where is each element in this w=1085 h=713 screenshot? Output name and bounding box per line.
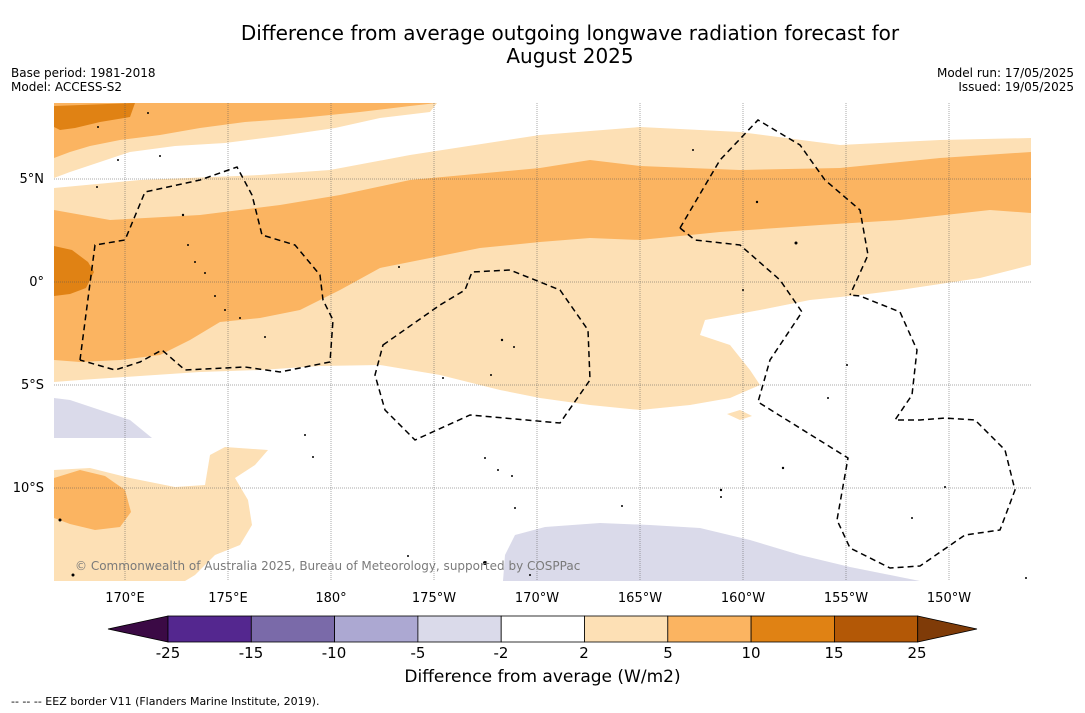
eez-border-legend: -- -- -- EEZ border V11 (Flanders Marine…	[11, 695, 320, 708]
colorbar-segment	[250, 615, 336, 643]
colorbar-extend-high	[917, 615, 978, 643]
eez-border	[679, 119, 869, 296]
lon-label: 165°W	[618, 591, 662, 606]
anomaly-region-orange	[54, 152, 1031, 362]
eez-border	[79, 166, 334, 373]
colorbar-segment	[834, 615, 919, 643]
anomaly-region-light-purple	[503, 523, 920, 581]
eez-borders	[79, 119, 1016, 569]
lon-labels: 170°E 175°E 180° 175°W 170°W 165°W 160°W…	[105, 591, 971, 606]
lat-label-0: 0°	[29, 275, 44, 290]
model-text: Model: ACCESS-S2	[11, 80, 123, 94]
lon-label: 175°W	[412, 591, 456, 606]
colorbar-segment	[417, 615, 502, 643]
colorbar-tick: -5	[411, 644, 426, 662]
base-period-info: Base period: 1981-2018 Model: ACCESS-S2	[11, 66, 156, 94]
colorbar-title: Difference from average (W/m2)	[404, 667, 681, 687]
colorbar-tick: 2	[579, 644, 589, 662]
anomaly-region-orange	[54, 103, 437, 158]
lon-label: 160°W	[721, 591, 765, 606]
run-info: Model run: 17/05/2025 Issued: 19/05/2025	[937, 66, 1074, 94]
colorbar-tick: -15	[239, 644, 264, 662]
islands	[58, 112, 1027, 579]
map-title-line2: August 2025	[506, 44, 634, 68]
colorbar-tick: 5	[663, 644, 673, 662]
lat-label-5n: 5°N	[20, 172, 45, 187]
colorbar-tick: 25	[907, 644, 926, 662]
anomaly-region-dark-orange	[54, 246, 94, 296]
lon-label: 155°W	[824, 591, 868, 606]
anomaly-region-light-orange	[727, 410, 752, 420]
issued-text: Issued: 19/05/2025	[958, 80, 1074, 94]
eez-border	[374, 269, 591, 441]
colorbar-segment	[167, 615, 252, 643]
lat-labels: 5°N 0° 5°S 10°S	[13, 172, 44, 496]
base-period-text: Base period: 1981-2018	[11, 66, 156, 80]
colorbar-segment	[334, 615, 419, 643]
colorbar-segment	[500, 615, 585, 643]
colorbar-tick: 15	[824, 644, 843, 662]
map-title-line1: Difference from average outgoing longwav…	[240, 21, 900, 45]
colorbar-tick: -10	[322, 644, 347, 662]
anomaly-region-light-purple	[54, 398, 152, 438]
colorbar-segment	[750, 615, 835, 643]
colorbar-tick: -25	[156, 644, 181, 662]
colorbar-tick: -2	[494, 644, 509, 662]
colorbar-ticks: -25 -15 -10 -5 -2 2 5 10 15 25	[156, 644, 927, 662]
lon-label: 175°E	[208, 591, 248, 606]
colorbar-segment	[667, 615, 752, 643]
anomaly-region-orange	[54, 470, 131, 530]
anomaly-map	[54, 103, 1031, 581]
lon-label: 170°E	[105, 591, 145, 606]
colorbar-extend-low	[107, 615, 169, 643]
lat-label-10s: 10°S	[13, 481, 44, 496]
map-title: Difference from average outgoing longwav…	[170, 22, 970, 68]
colorbar	[107, 615, 978, 643]
copyright-notice: © Commonwealth of Australia 2025, Bureau…	[75, 559, 581, 573]
anomaly-region-dark-orange	[54, 103, 135, 130]
lon-label: 170°W	[515, 591, 559, 606]
lat-label-5s: 5°S	[21, 378, 44, 393]
colorbar-segment	[584, 615, 669, 643]
lon-label: 150°W	[927, 591, 971, 606]
lon-label: 180°	[315, 591, 346, 606]
colorbar-tick: 10	[741, 644, 760, 662]
model-run-text: Model run: 17/05/2025	[936, 66, 1074, 80]
